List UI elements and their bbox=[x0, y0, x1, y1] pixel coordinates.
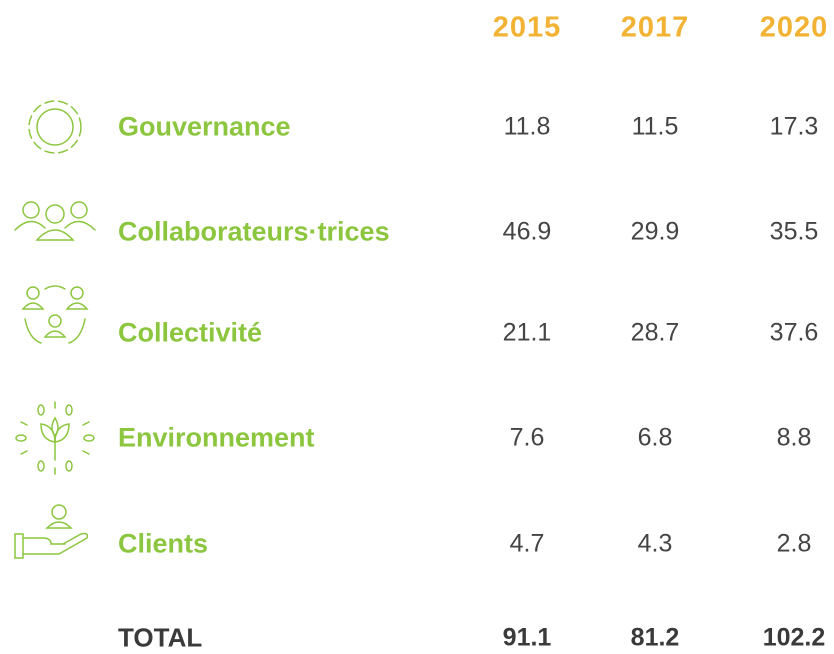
total-label: TOTAL bbox=[118, 622, 203, 653]
cell-value: 4.3 bbox=[637, 529, 673, 558]
cell-value: 17.3 bbox=[769, 112, 819, 141]
community-icon bbox=[21, 285, 89, 344]
cell-value: 4.7 bbox=[509, 529, 545, 558]
people-icon bbox=[14, 201, 96, 241]
gear-icon bbox=[28, 100, 82, 154]
plant-icon bbox=[15, 401, 95, 475]
year-header: 2020 bbox=[759, 11, 829, 44]
cell-value: 37.6 bbox=[769, 318, 819, 347]
row-label: Collaborateurs·trices bbox=[118, 216, 390, 247]
year-header: 2017 bbox=[620, 11, 690, 44]
row-label: Environnement bbox=[118, 422, 315, 453]
total-value: 91.1 bbox=[502, 623, 552, 652]
cell-value: 29.9 bbox=[630, 217, 680, 246]
cell-value: 7.6 bbox=[509, 423, 545, 452]
row-label: Clients bbox=[118, 528, 209, 559]
icons bbox=[14, 100, 96, 559]
cell-value: 11.8 bbox=[503, 112, 551, 141]
cell-value: 2.8 bbox=[776, 529, 812, 558]
cell-value: 11.5 bbox=[631, 112, 679, 141]
year-header: 2015 bbox=[492, 11, 562, 44]
cell-value: 28.7 bbox=[630, 318, 680, 347]
cell-value: 6.8 bbox=[637, 423, 673, 452]
cell-value: 35.5 bbox=[769, 217, 819, 246]
cell-value: 46.9 bbox=[502, 217, 552, 246]
row-label: Gouvernance bbox=[118, 111, 291, 142]
cell-value: 8.8 bbox=[776, 423, 812, 452]
total-value: 102.2 bbox=[762, 623, 826, 652]
hand-icon bbox=[14, 504, 89, 559]
row-label: Collectivité bbox=[118, 317, 263, 348]
cell-value: 21.1 bbox=[502, 318, 552, 347]
total-value: 81.2 bbox=[630, 623, 680, 652]
